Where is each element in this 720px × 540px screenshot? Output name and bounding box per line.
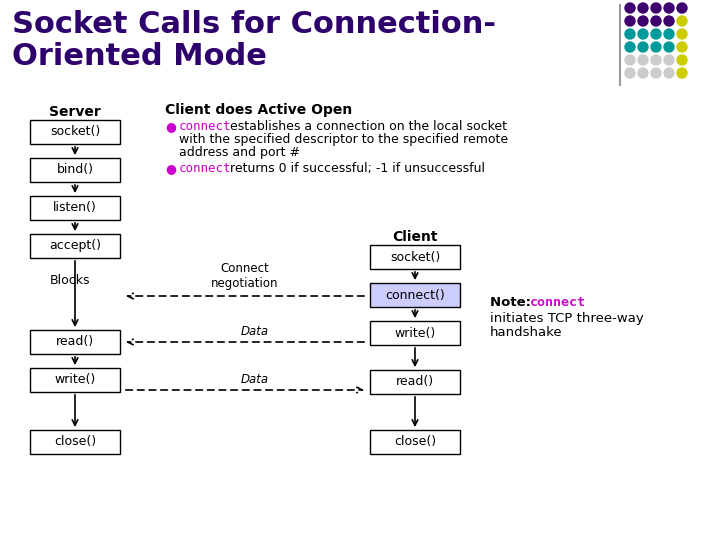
Circle shape — [651, 3, 661, 13]
Circle shape — [677, 3, 687, 13]
Circle shape — [664, 3, 674, 13]
Circle shape — [664, 42, 674, 52]
Text: Data: Data — [241, 325, 269, 338]
Text: establishes a connection on the local socket: establishes a connection on the local so… — [226, 120, 507, 133]
FancyBboxPatch shape — [370, 370, 460, 394]
Text: Socket Calls for Connection-: Socket Calls for Connection- — [12, 10, 496, 39]
Circle shape — [664, 16, 674, 26]
FancyBboxPatch shape — [30, 196, 120, 220]
Text: with the specified descriptor to the specified remote: with the specified descriptor to the spe… — [179, 133, 508, 146]
FancyBboxPatch shape — [370, 321, 460, 345]
Circle shape — [651, 42, 661, 52]
Text: connect: connect — [179, 120, 232, 133]
Circle shape — [664, 68, 674, 78]
Text: accept(): accept() — [49, 240, 101, 253]
Text: bind(): bind() — [56, 164, 94, 177]
FancyBboxPatch shape — [30, 330, 120, 354]
Circle shape — [625, 16, 635, 26]
Circle shape — [677, 42, 687, 52]
Text: Data: Data — [241, 373, 269, 386]
Circle shape — [651, 55, 661, 65]
Text: socket(): socket() — [50, 125, 100, 138]
Circle shape — [677, 68, 687, 78]
Text: Note:: Note: — [490, 296, 536, 309]
Circle shape — [625, 68, 635, 78]
Text: address and port #: address and port # — [179, 146, 300, 159]
Circle shape — [638, 68, 648, 78]
Circle shape — [651, 68, 661, 78]
Circle shape — [638, 55, 648, 65]
Circle shape — [664, 29, 674, 39]
Text: Client does Active Open: Client does Active Open — [165, 103, 352, 117]
FancyBboxPatch shape — [370, 245, 460, 269]
Text: write(): write() — [55, 374, 96, 387]
Text: returns 0 if successful; -1 if unsuccessful: returns 0 if successful; -1 if unsuccess… — [226, 162, 485, 175]
Text: Blocks: Blocks — [50, 273, 90, 287]
Circle shape — [651, 29, 661, 39]
FancyBboxPatch shape — [30, 430, 120, 454]
Circle shape — [677, 16, 687, 26]
Text: connect(): connect() — [385, 288, 445, 301]
Circle shape — [664, 55, 674, 65]
Text: close(): close() — [394, 435, 436, 449]
Text: close(): close() — [54, 435, 96, 449]
Text: initiates TCP three-way: initiates TCP three-way — [490, 312, 644, 325]
Circle shape — [677, 29, 687, 39]
Text: Client: Client — [392, 230, 438, 244]
Text: socket(): socket() — [390, 251, 440, 264]
FancyBboxPatch shape — [30, 234, 120, 258]
Text: read(): read() — [396, 375, 434, 388]
Text: ●: ● — [165, 120, 176, 133]
Text: read(): read() — [56, 335, 94, 348]
FancyBboxPatch shape — [30, 158, 120, 182]
Circle shape — [625, 29, 635, 39]
Circle shape — [638, 16, 648, 26]
Circle shape — [625, 3, 635, 13]
FancyBboxPatch shape — [30, 120, 120, 144]
FancyBboxPatch shape — [30, 368, 120, 392]
Circle shape — [638, 42, 648, 52]
FancyBboxPatch shape — [370, 283, 460, 307]
Text: Connect
negotiation: Connect negotiation — [211, 262, 279, 290]
Circle shape — [677, 55, 687, 65]
Text: write(): write() — [395, 327, 436, 340]
Text: Oriented Mode: Oriented Mode — [12, 42, 267, 71]
Circle shape — [651, 16, 661, 26]
Circle shape — [625, 55, 635, 65]
Text: connect: connect — [179, 162, 232, 175]
FancyBboxPatch shape — [370, 430, 460, 454]
Text: connect: connect — [530, 296, 586, 309]
Text: listen(): listen() — [53, 201, 97, 214]
Circle shape — [638, 3, 648, 13]
Text: handshake: handshake — [490, 326, 562, 339]
Circle shape — [625, 42, 635, 52]
Circle shape — [638, 29, 648, 39]
Text: ●: ● — [165, 162, 176, 175]
Text: Server: Server — [49, 105, 101, 119]
